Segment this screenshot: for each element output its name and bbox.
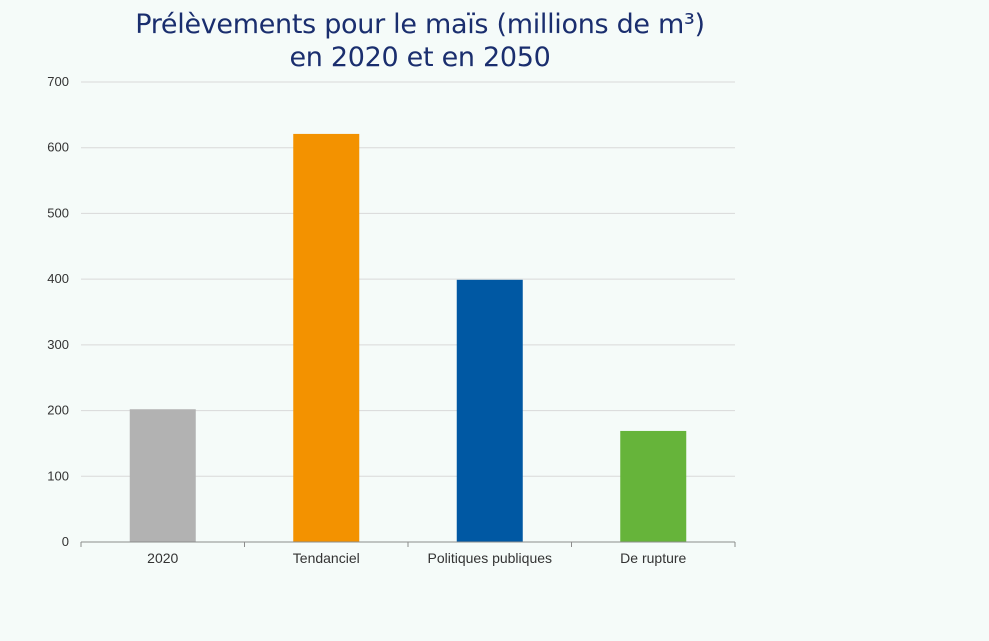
chart-title: Prélèvements pour le maïs (millions de m… (0, 8, 840, 74)
y-tick-label: 100 (47, 468, 69, 483)
bar (129, 409, 196, 542)
x-category-label: Tendanciel (293, 550, 360, 566)
y-tick-label: 700 (47, 74, 69, 89)
bar (293, 133, 360, 542)
y-tick-label: 400 (47, 271, 69, 286)
y-tick-label: 500 (47, 205, 69, 220)
chart-title-line-2: en 2020 et en 2050 (289, 42, 551, 73)
y-tick-label: 200 (47, 403, 69, 418)
bar (620, 430, 687, 542)
x-category-label: Politiques publiques (427, 550, 552, 566)
y-tick-label: 600 (47, 140, 69, 155)
x-category-label: 2020 (147, 550, 178, 566)
bar (456, 279, 523, 542)
y-tick-label: 0 (62, 534, 69, 549)
chart-title-line-1: Prélèvements pour le maïs (millions de m… (135, 9, 705, 40)
y-tick-label: 300 (47, 337, 69, 352)
x-category-label: De rupture (620, 550, 686, 566)
